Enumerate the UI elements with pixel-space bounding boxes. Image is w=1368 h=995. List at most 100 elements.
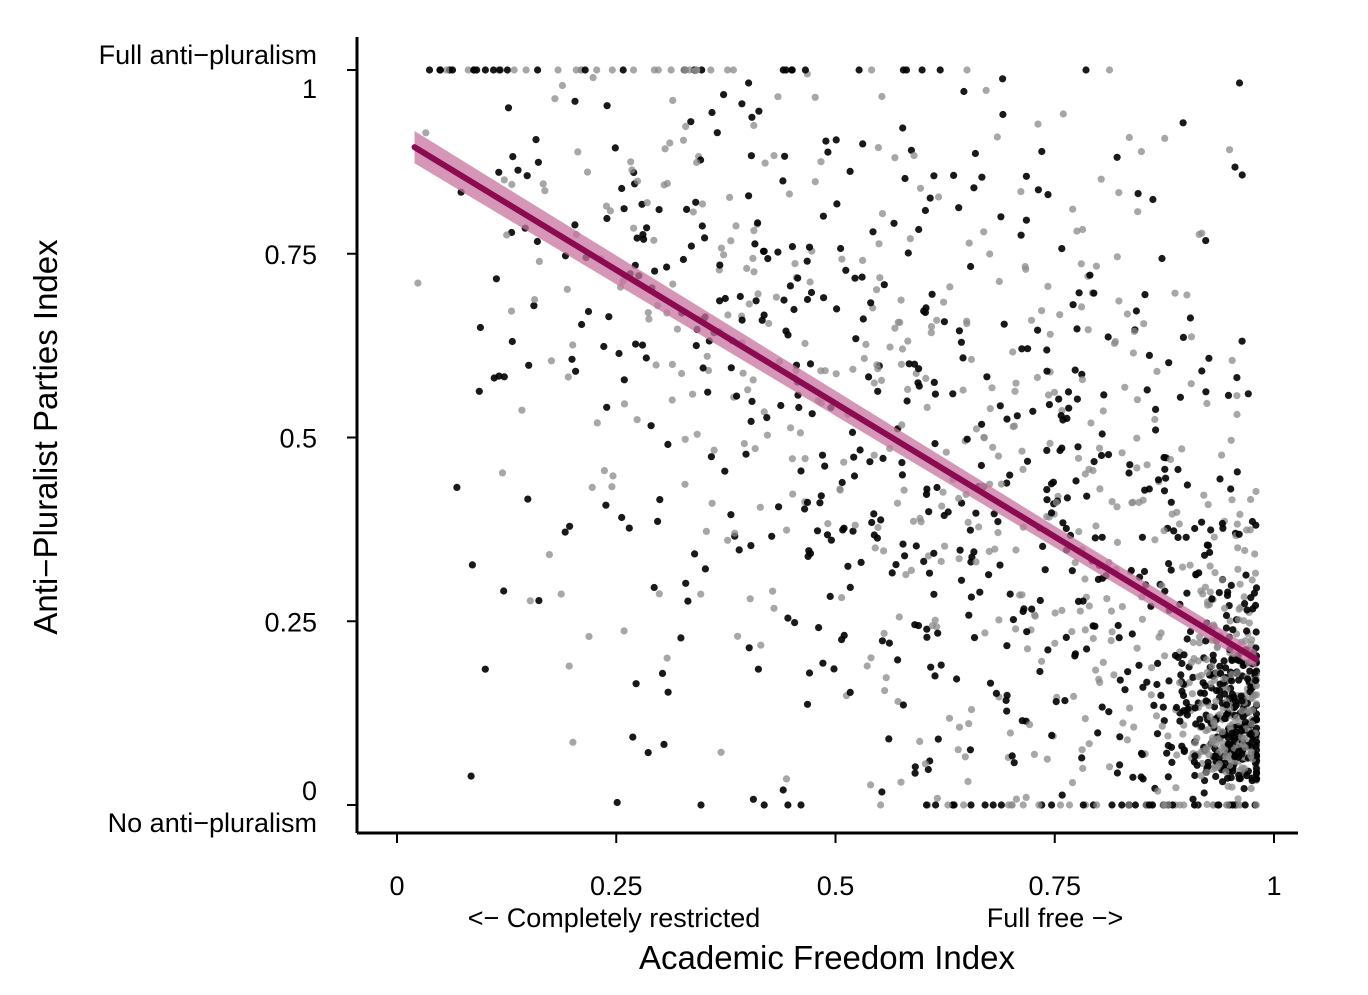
scatter-point <box>1145 351 1153 359</box>
scatter-point <box>788 455 797 463</box>
scatter-point <box>692 198 700 206</box>
scatter-point <box>1193 761 1201 769</box>
scatter-point <box>898 345 907 353</box>
scatter-point <box>873 286 881 294</box>
scatter-point <box>846 583 854 592</box>
scatter-point <box>817 158 825 166</box>
scatter-point <box>1201 551 1209 559</box>
scatter-point <box>1224 391 1233 399</box>
scatter-point <box>1105 708 1113 716</box>
scatter-point <box>840 458 848 466</box>
scatter-point <box>965 720 973 728</box>
scatter-point <box>874 523 882 532</box>
scatter-point <box>837 244 845 253</box>
scatter-point <box>1031 611 1039 619</box>
scatter-point <box>898 471 907 479</box>
scatter-point <box>1221 604 1229 612</box>
scatter-point <box>880 281 888 289</box>
scatter-point <box>1249 605 1257 613</box>
scatter-point <box>895 613 903 621</box>
scatter-point <box>983 373 991 381</box>
scatter-point <box>755 107 763 115</box>
scatter-point <box>656 496 664 504</box>
scatter-point <box>1218 576 1226 584</box>
scatter-point <box>989 801 997 809</box>
scatter-point <box>1000 320 1008 328</box>
scatter-point <box>1108 628 1116 636</box>
scatter-point <box>1160 717 1168 725</box>
scatter-point <box>532 136 540 144</box>
scatter-point <box>995 277 1003 286</box>
scatter-point <box>687 242 696 250</box>
scatter-point <box>760 801 768 809</box>
scatter-point <box>874 144 883 152</box>
scatter-point <box>1212 697 1220 705</box>
scatter-point <box>980 434 988 442</box>
scatter-point <box>551 95 559 103</box>
scatter-point <box>1151 415 1159 424</box>
scatter-point <box>1174 533 1182 542</box>
scatter-point <box>615 349 623 358</box>
scatter-point <box>761 159 769 167</box>
scatter-point <box>997 213 1005 221</box>
y-tick-label: 0.25 <box>264 607 317 637</box>
scatter-point <box>1210 719 1218 727</box>
scatter-point <box>568 355 576 363</box>
scatter-point <box>909 517 918 525</box>
scatter-point <box>1202 237 1210 245</box>
scatter-point <box>1238 707 1246 715</box>
scatter-point <box>1033 373 1041 382</box>
scatter-point <box>867 654 875 662</box>
scatter-point <box>878 210 887 218</box>
scatter-point <box>960 87 968 96</box>
scatter-point <box>1233 392 1241 400</box>
scatter-point <box>1105 66 1114 74</box>
scatter-point <box>971 149 980 158</box>
scatter-point <box>777 401 785 410</box>
scatter-point <box>618 184 626 193</box>
scatter-point <box>1023 645 1032 653</box>
scatter-point <box>1070 692 1078 701</box>
scatter-point <box>1098 533 1106 541</box>
scatter-point <box>1069 301 1077 309</box>
scatter-point <box>697 590 705 598</box>
scatter-point <box>1238 171 1246 179</box>
scatter-point <box>1138 533 1146 541</box>
scatter-point <box>1125 801 1133 809</box>
scatter-point <box>729 66 738 74</box>
scatter-point <box>633 177 642 185</box>
scatter-point <box>808 410 816 418</box>
scatter-point <box>1018 717 1026 725</box>
scatter-point <box>422 129 430 137</box>
scatter-point <box>790 305 798 314</box>
scatter-point <box>1044 391 1053 399</box>
scatter-point <box>525 361 533 369</box>
scatter-point <box>708 108 716 117</box>
scatter-point <box>1059 110 1067 118</box>
scatter-point <box>1212 687 1221 695</box>
scatter-point <box>743 264 751 272</box>
scatter-point <box>1044 282 1052 290</box>
scatter-point <box>1116 676 1124 684</box>
scatter-point <box>475 387 483 395</box>
scatter-point <box>541 187 549 195</box>
scatter-point <box>673 325 682 333</box>
scatter-point <box>1043 496 1051 504</box>
scatter-point <box>677 634 685 642</box>
scatter-point <box>754 290 762 298</box>
scatter-point <box>733 392 741 400</box>
scatter-point <box>1110 339 1119 347</box>
scatter-point <box>640 235 648 243</box>
scatter-point <box>654 517 662 526</box>
scatter-point <box>650 583 658 592</box>
scatter-point <box>751 445 759 453</box>
scatter-point <box>1162 474 1170 482</box>
scatter-point <box>1153 680 1161 689</box>
scatter-point <box>1113 538 1122 547</box>
scatter-point <box>980 228 988 236</box>
scatter-point <box>1164 732 1172 740</box>
scatter-point <box>1191 752 1199 760</box>
scatter-point <box>867 781 875 789</box>
scatter-point <box>1064 388 1073 396</box>
scatter-point <box>996 402 1004 410</box>
